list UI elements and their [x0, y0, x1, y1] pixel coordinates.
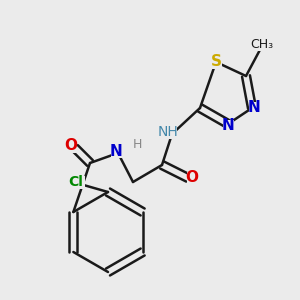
Text: O: O: [64, 139, 77, 154]
FancyBboxPatch shape: [65, 140, 76, 152]
FancyBboxPatch shape: [248, 101, 260, 115]
FancyBboxPatch shape: [211, 56, 221, 68]
FancyBboxPatch shape: [159, 125, 177, 139]
Text: S: S: [211, 55, 221, 70]
FancyBboxPatch shape: [187, 172, 197, 184]
FancyBboxPatch shape: [131, 139, 142, 152]
Text: CH₃: CH₃: [250, 38, 274, 50]
Text: N: N: [222, 118, 234, 134]
Text: NH: NH: [158, 125, 178, 139]
FancyBboxPatch shape: [67, 176, 85, 188]
Text: Cl: Cl: [69, 175, 83, 189]
Text: H: H: [132, 139, 142, 152]
FancyBboxPatch shape: [250, 38, 274, 50]
FancyBboxPatch shape: [110, 145, 122, 158]
FancyBboxPatch shape: [223, 119, 233, 133]
Text: N: N: [110, 143, 122, 158]
Text: N: N: [248, 100, 260, 116]
Text: O: O: [185, 170, 199, 185]
